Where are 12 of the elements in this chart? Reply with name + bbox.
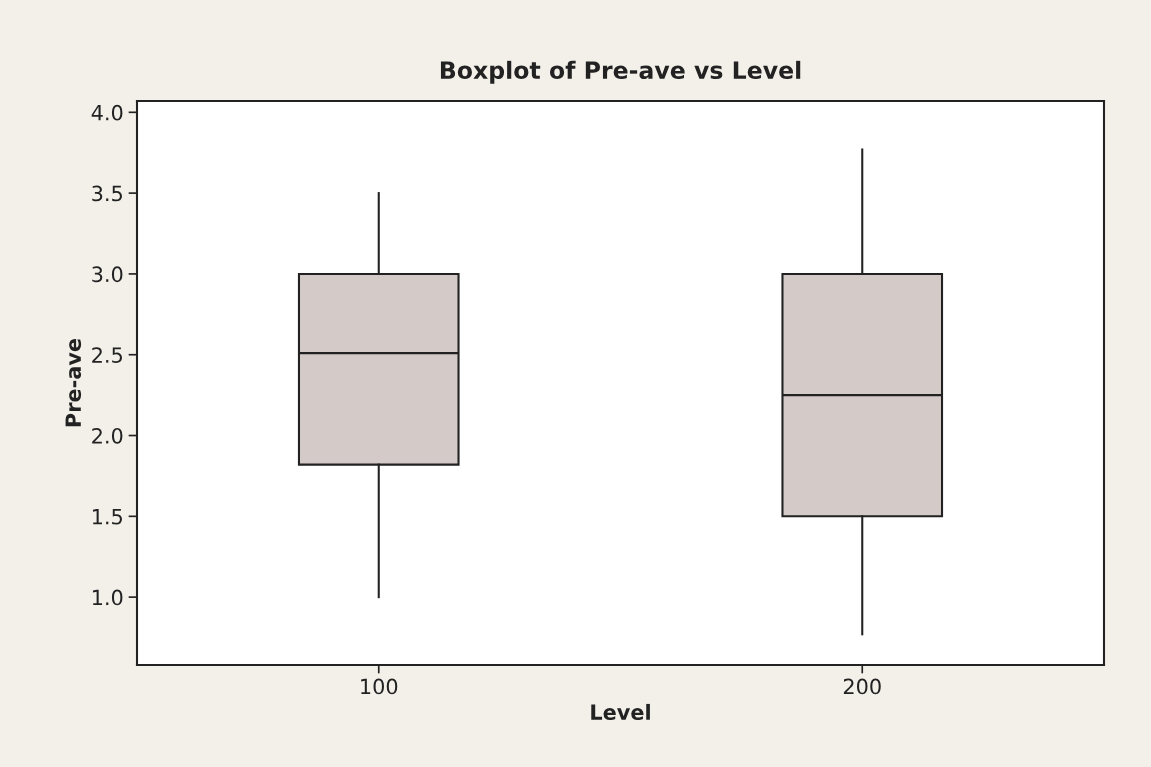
y-tick-label: 3.5 bbox=[92, 185, 122, 202]
chart-title: Boxplot of Pre-ave vs Level bbox=[440, 60, 801, 84]
x-tick-label: 200 bbox=[843, 678, 881, 695]
y-tick-label: 2.5 bbox=[92, 347, 122, 363]
y-tick-label: 1.0 bbox=[92, 589, 123, 606]
y-tick-label: 2.0 bbox=[92, 427, 123, 444]
x-axis-title: Level bbox=[591, 703, 650, 721]
y-tick-label: 3.0 bbox=[92, 266, 123, 283]
y-tick-label: 4.0 bbox=[91, 104, 123, 121]
y-tick-label: 1.5 bbox=[92, 509, 122, 525]
x-tick-label: 100 bbox=[361, 678, 398, 695]
y-axis-title: Pre-ave bbox=[65, 338, 82, 427]
